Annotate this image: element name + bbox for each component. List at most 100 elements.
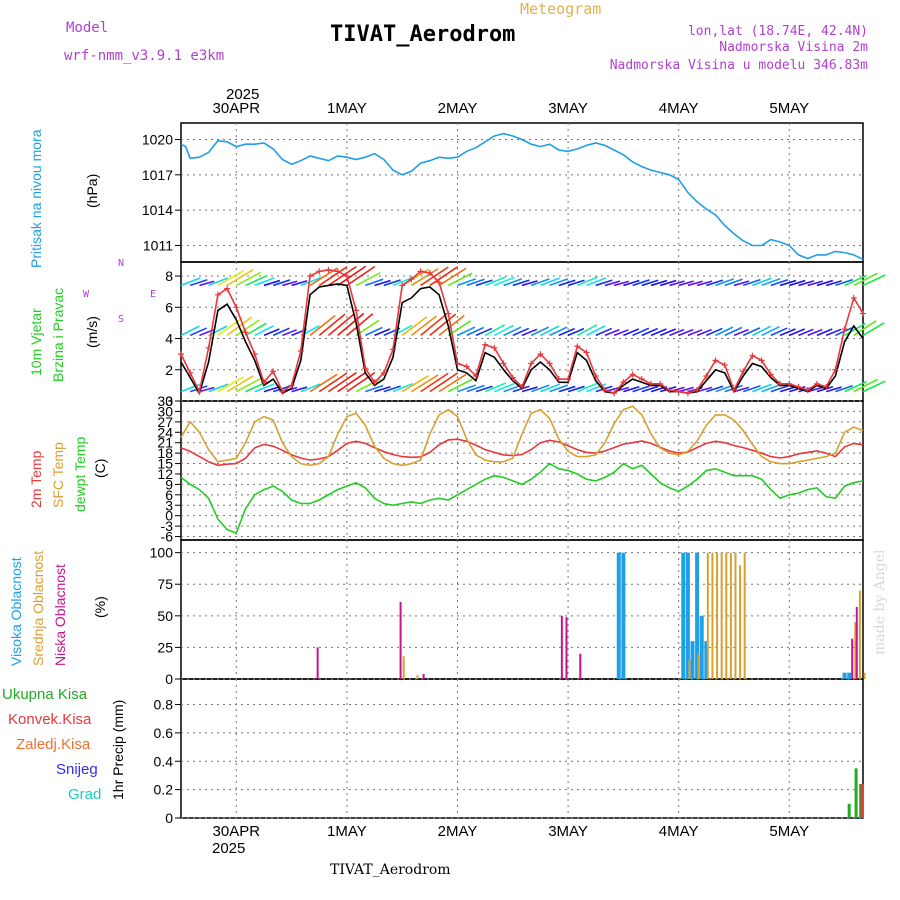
wind-arrow-1-51 [650, 328, 667, 337]
wind-arrow-2-37 [521, 280, 538, 287]
bar-clouds-2-5 [579, 653, 582, 679]
ytick-label-pressure-3: 1020 [142, 131, 173, 147]
panel-frame-precip [180, 678, 864, 819]
ytick-label-clouds-4: 100 [150, 545, 174, 561]
elevation-label: Nadmorska Visina 2m [719, 40, 868, 55]
bar-clouds-1-14 [858, 590, 861, 679]
axis-tick-labels: 101110141017102002468-6-3036912151821242… [142, 131, 173, 826]
wind-arrow-0-14 [309, 373, 338, 393]
wind-arrow-0-50 [641, 385, 659, 393]
wind-arrow-0-34 [494, 382, 515, 393]
ytick-label-wind-1: 2 [165, 362, 173, 378]
wind-arrow-0-16 [328, 372, 357, 393]
wind-arrow-2-29 [447, 272, 473, 287]
wind-arrow-1-16 [327, 313, 355, 337]
ytick-label-precip-1: 0.2 [154, 782, 174, 798]
wind-arrow-0-71 [835, 385, 853, 393]
wind-arrow-2-49 [632, 279, 650, 287]
wind-arrow-2-71 [835, 278, 853, 287]
wind-arrow-2-36 [512, 279, 530, 287]
wind-arrow-1-40 [549, 326, 568, 337]
wind-arrow-2-38 [530, 278, 550, 287]
wind-arrow-2-64 [770, 279, 789, 287]
bar-clouds-1-12 [743, 552, 746, 679]
cloud-ylabel-1: Visoka Oblacnost [8, 557, 24, 666]
wind-arrow-1-72 [844, 322, 866, 337]
wind-arrow-2-17 [337, 265, 367, 287]
wind-arrow-2-19 [355, 272, 381, 287]
wind-arrow-0-48 [623, 385, 640, 393]
ytick-label-temperature-12: 30 [157, 403, 173, 419]
wind-arrow-0-5 [226, 375, 254, 393]
gust-mark-29 [445, 310, 452, 317]
gust-mark-70 [823, 383, 830, 390]
wind-arrow-0-44 [586, 383, 607, 393]
gust-mark-21 [371, 379, 378, 386]
wind-arrow-2-62 [752, 277, 772, 287]
gust-mark-55 [684, 390, 691, 397]
gust-mark-60 [730, 387, 737, 394]
wind-arrow-0-68 [807, 386, 823, 393]
wind-arrow-2-25 [410, 268, 439, 287]
ytick-label-precip-3: 0.6 [154, 725, 174, 741]
gust-mark-11 [279, 388, 286, 395]
gust-mark-74 [860, 310, 866, 317]
wind-arrow-1-43 [576, 324, 598, 337]
wind-arrow-1-11 [282, 329, 297, 337]
wind-arrow-1-70 [825, 328, 842, 337]
wind-arrow-0-42 [567, 385, 585, 393]
wind-arrow-0-36 [512, 385, 530, 393]
wind-arrow-2-60 [733, 280, 750, 287]
wind-arrow-0-23 [392, 382, 414, 393]
ytick-label-pressure-2: 1017 [142, 167, 173, 183]
gust-mark-24 [399, 282, 406, 289]
cloud-unit: (%) [92, 596, 108, 618]
wind-arrow-2-15 [318, 266, 348, 287]
gust-mark-26 [417, 268, 424, 275]
gust-mark-73 [850, 294, 857, 301]
wind-arrow-1-37 [521, 328, 538, 337]
time-label-top-0: 30APR [212, 100, 261, 117]
wind-arrow-2-54 [678, 280, 694, 287]
wind-arrow-2-32 [475, 279, 493, 287]
time-label-bottom-0: 30APR [212, 823, 261, 840]
wind-arrow-2-59 [724, 278, 743, 287]
wind-arrow-1-1 [189, 327, 207, 337]
wind-arrow-1-6 [235, 319, 260, 337]
bar-clouds-0-0 [616, 552, 621, 679]
wind-arrow-1-44 [586, 325, 606, 337]
wind-arrow-0-30 [457, 384, 476, 393]
compass-north: N [118, 258, 125, 269]
wind-arrow-1-45 [595, 327, 613, 337]
wind-arrow-2-65 [779, 279, 797, 287]
wind-arrow-2-2 [199, 280, 215, 287]
wind-arrow-1-30 [457, 326, 476, 337]
wind-arrow-1-61 [742, 327, 761, 337]
model-name: wrf-nmm_v3.9.1 e3km [64, 48, 225, 64]
wind-arrow-1-62 [752, 325, 772, 337]
gust-mark-31 [463, 363, 470, 370]
wind-arrow-2-18 [346, 265, 376, 287]
wind-arrow-2-22 [383, 279, 401, 287]
bar-clouds-0-9 [847, 672, 852, 679]
gust-mark-44 [583, 349, 590, 356]
wind-arrow-2-35 [503, 278, 523, 287]
bar-clouds-1-11 [739, 565, 742, 679]
ytick-label-temperature-9: 21 [157, 435, 173, 451]
wind-arrow-0-60 [733, 386, 750, 393]
wind-arrow-2-43 [576, 276, 599, 287]
bar-clouds-0-4 [690, 641, 695, 679]
gust-mark-58 [712, 357, 719, 364]
wind-arrow-1-50 [641, 327, 658, 337]
ytick-label-temperature-13: 33 [157, 393, 173, 409]
ytick-label-clouds-3: 75 [157, 576, 173, 592]
wind-arrow-1-46 [604, 328, 620, 337]
ytick-label-clouds-1: 25 [157, 639, 173, 655]
gust-mark-54 [675, 388, 682, 395]
wind-arrow-1-48 [623, 328, 640, 337]
wind-arrow-2-11 [282, 280, 298, 287]
gust-mark-66 [786, 380, 793, 387]
wind-arrow-2-8 [254, 277, 275, 287]
wind-arrow-2-30 [457, 278, 476, 287]
wind-arrow-1-73 [853, 320, 877, 337]
